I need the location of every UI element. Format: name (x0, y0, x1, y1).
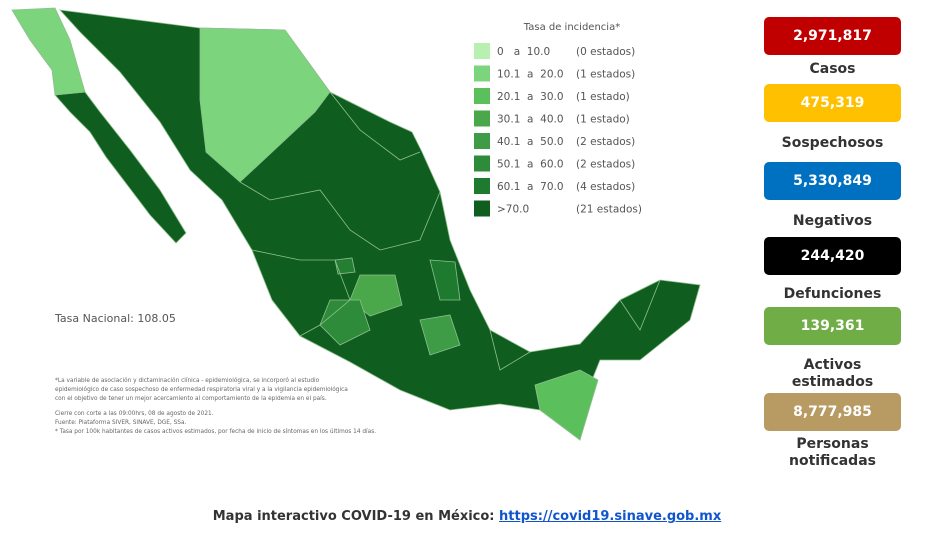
stat-label: Activos estimados (791, 357, 874, 390)
map-shapes (11, 7, 701, 441)
legend-swatch (474, 65, 490, 82)
legend-range: 30.1 a 40.0 (497, 114, 564, 126)
legend-range: 20.1 a 30.0 (497, 91, 564, 103)
legend-swatch (474, 110, 490, 127)
legend-swatch (474, 178, 490, 194)
stat-value: 244,420 (764, 237, 901, 275)
stat-label: Negativos (792, 213, 873, 229)
legend-range: 60.1 a 70.0 (497, 181, 564, 193)
legend-title: Tasa de incidencia* (523, 22, 620, 33)
baja-sur (54, 91, 187, 244)
chiapas (534, 369, 599, 441)
legend-range: 0 a 10.0 (497, 46, 550, 58)
legend-count: (0 estados) (576, 46, 635, 58)
state (334, 257, 356, 275)
legend-swatch (474, 88, 490, 104)
borders (251, 249, 351, 337)
legend-swatch (474, 200, 490, 217)
legend-swatch (474, 43, 490, 59)
legend-count: (1 estados) (576, 69, 635, 81)
legend-range: 10.1 a 20.0 (497, 69, 564, 81)
stat-label: Sospechosos (781, 135, 884, 151)
note: Cierre con corte a las 09:00hrs, 08 de a… (55, 411, 214, 417)
stat-value: 475,319 (764, 84, 901, 122)
legend-count: (4 estados) (576, 181, 635, 193)
legend-range: >70.0 (497, 204, 529, 216)
legend-count: (21 estados) (576, 204, 642, 216)
borders (619, 279, 661, 331)
state (429, 259, 461, 301)
stat-value: 8,777,985 (764, 393, 901, 431)
stat-label: Personas notificadas (788, 436, 876, 469)
footer-link[interactable]: https://covid19.sinave.gob.mx (499, 509, 722, 524)
legend: 0 a 10.0 (0 estados) 10.1 a 20.0 (1 estados… (474, 43, 642, 217)
legend-swatch (474, 155, 490, 172)
footer: Mapa interactivo COVID-19 en México: htt… (0, 509, 934, 524)
stat-value: 5,330,849 (764, 162, 901, 200)
map: Tasa de incidencia* 0 a 10.0 (0 estados) 1… (11, 7, 701, 441)
legend-range: 50.1 a 60.0 (497, 159, 564, 171)
legend-count: (2 estados) (576, 136, 635, 148)
state (319, 299, 371, 346)
legend-count: (1 estado) (576, 114, 630, 126)
note: * Tasa por 100k habitantes de casos acti… (55, 428, 376, 435)
baja-norte (11, 7, 86, 96)
note: epidemiológico de caso sospechoso de enf… (55, 386, 348, 393)
footer-text: Mapa interactivo COVID-19 en México: (212, 509, 495, 524)
note: *La variable de asociación y dictaminaci… (55, 377, 320, 384)
chihuahua (199, 27, 331, 183)
stat-label: Defunciones (783, 286, 882, 302)
state (419, 314, 461, 356)
legend-range: 40.1 a 50.0 (497, 136, 564, 148)
notes: *La variable de asociación y dictaminaci… (55, 377, 376, 435)
stat-value: 2,971,817 (764, 17, 901, 55)
borders (489, 329, 531, 371)
stat-label: Casos (809, 61, 856, 77)
note: Fuente: Plataforma SIVER, SINAVE, DGE, S… (55, 420, 187, 426)
stat-value: 139,361 (764, 307, 901, 345)
national-rate: Tasa Nacional: 108.05 (54, 312, 176, 325)
legend-swatch (474, 133, 490, 149)
guanajuato (349, 274, 403, 317)
note: con el objetivo de tener un mejor acerca… (55, 395, 327, 402)
borders (329, 91, 421, 161)
borders (239, 181, 441, 251)
legend-count: (2 estados) (576, 159, 635, 171)
legend-count: (1 estado) (576, 91, 630, 103)
